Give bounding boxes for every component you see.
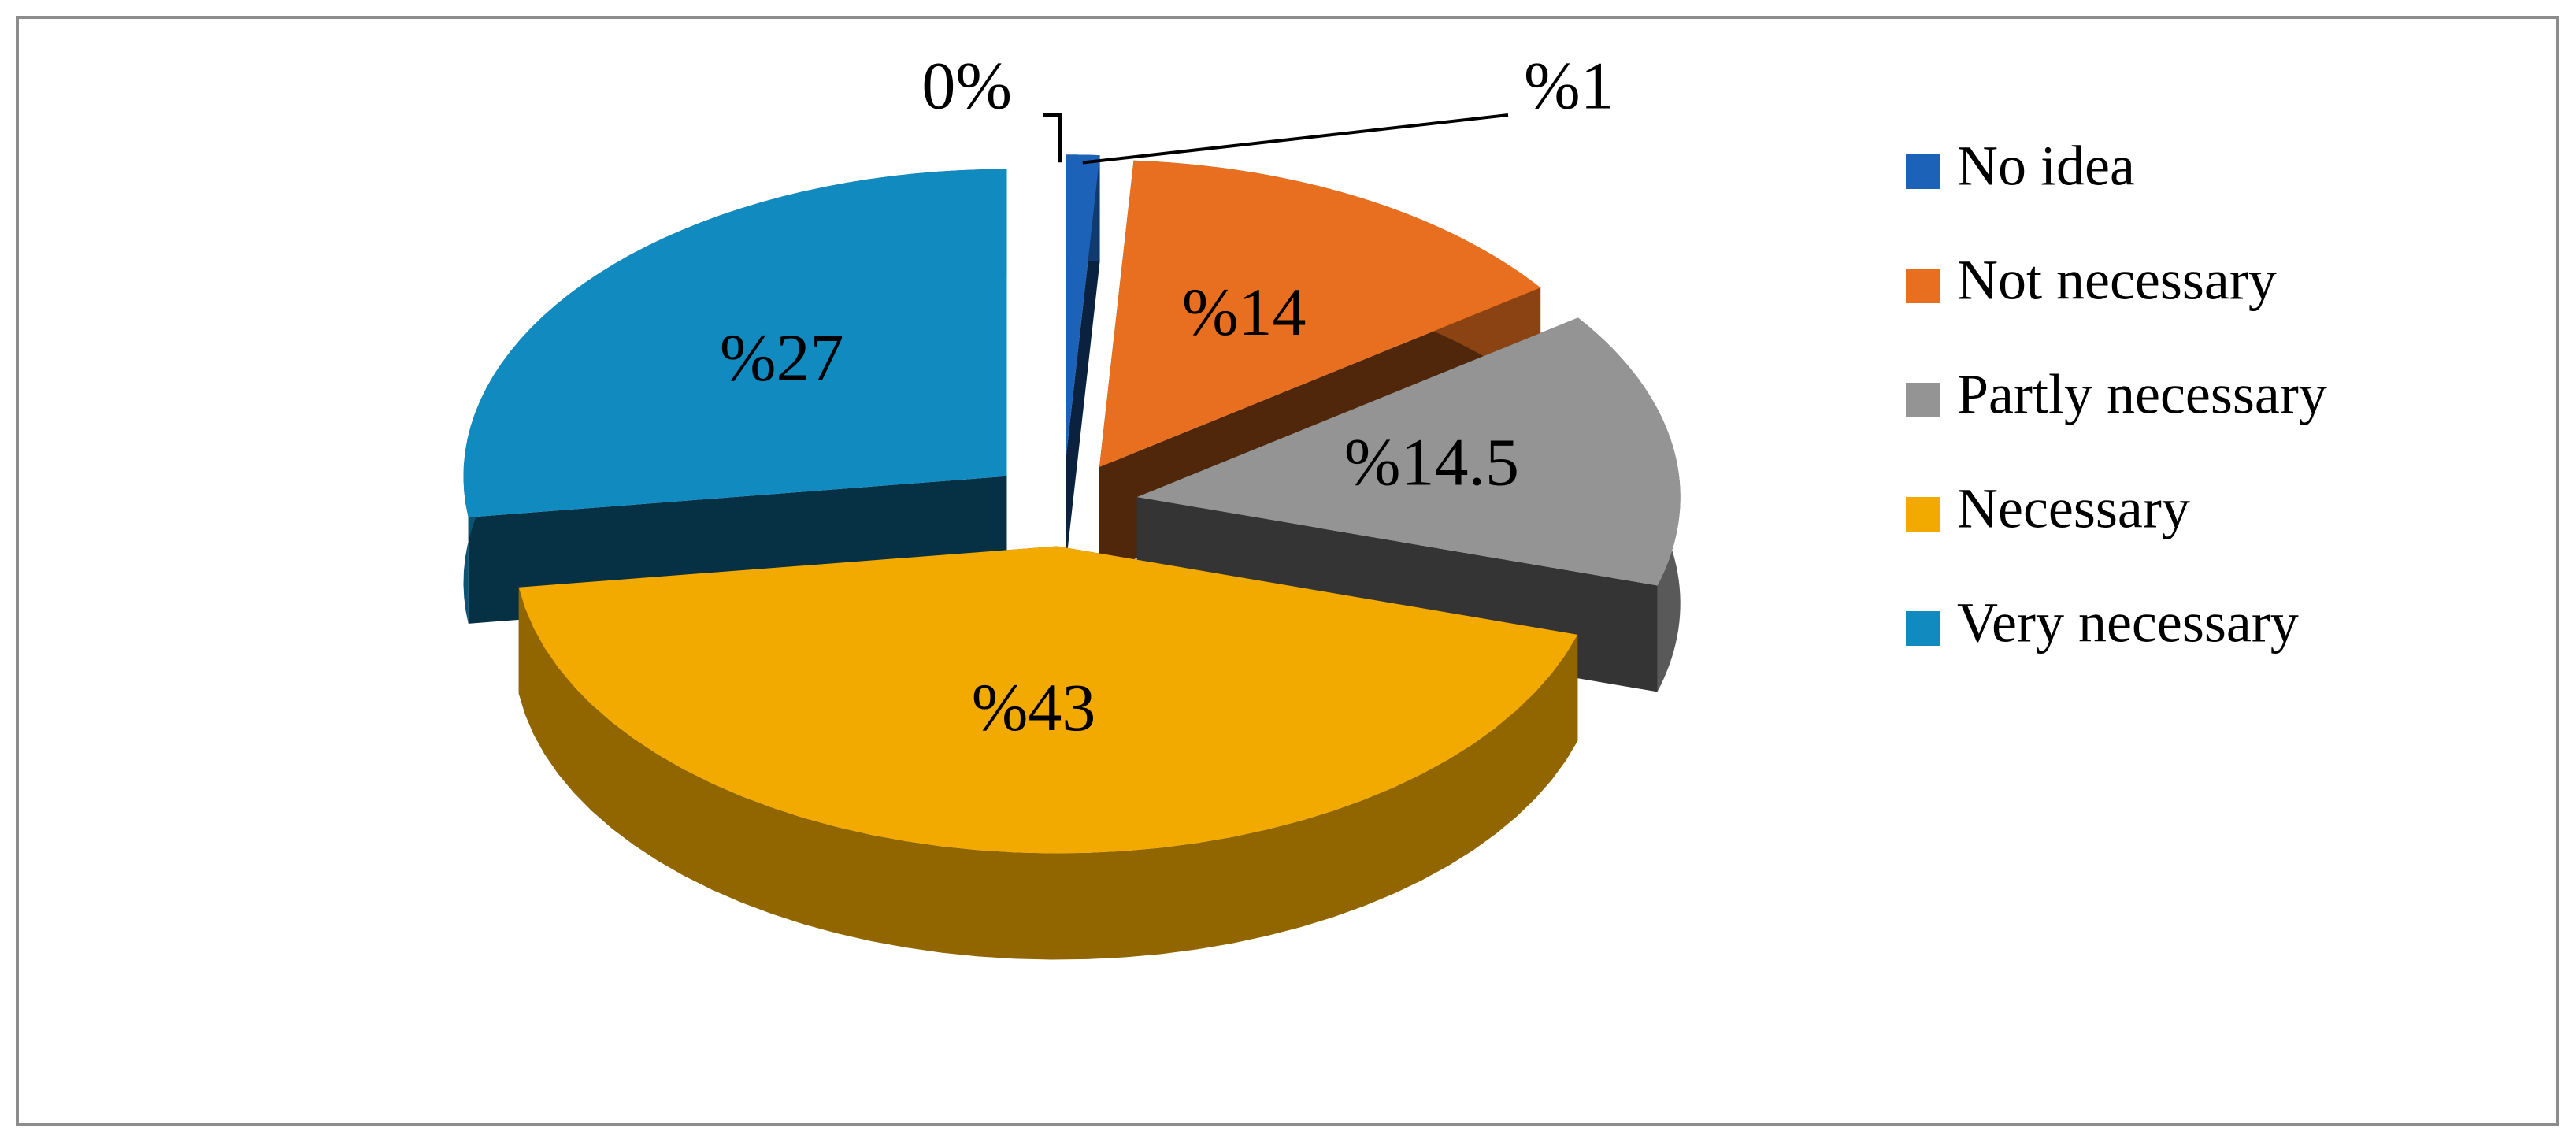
slice xyxy=(463,169,1007,517)
legend-swatch xyxy=(1906,497,1940,532)
legend-label: Not necessary xyxy=(1957,249,2277,312)
slice xyxy=(1065,154,1100,462)
slice xyxy=(1136,317,1681,586)
leader-line xyxy=(1043,113,1062,163)
data-label: %43 xyxy=(972,669,1096,745)
data-label: %14.5 xyxy=(1344,424,1519,499)
legend-swatch xyxy=(1906,611,1940,646)
slice xyxy=(518,546,1578,854)
data-label: 0% xyxy=(921,48,1012,124)
slice xyxy=(1099,160,1541,468)
legend-label: Partly necessary xyxy=(1957,363,2327,426)
data-label: %14 xyxy=(1182,274,1307,350)
slice-wall xyxy=(518,587,1578,960)
legend-label: Very necessary xyxy=(1957,591,2299,654)
legend-label: No idea xyxy=(1957,135,2135,198)
data-label: %1 xyxy=(1524,48,1614,124)
legend-swatch xyxy=(1906,383,1940,417)
legend-label: Necessary xyxy=(1957,477,2190,540)
legend-swatch xyxy=(1906,154,1940,189)
slice-tops xyxy=(463,154,1681,854)
legend-swatch xyxy=(1906,269,1940,303)
data-label: %27 xyxy=(720,320,844,395)
leader-line xyxy=(1082,113,1509,165)
